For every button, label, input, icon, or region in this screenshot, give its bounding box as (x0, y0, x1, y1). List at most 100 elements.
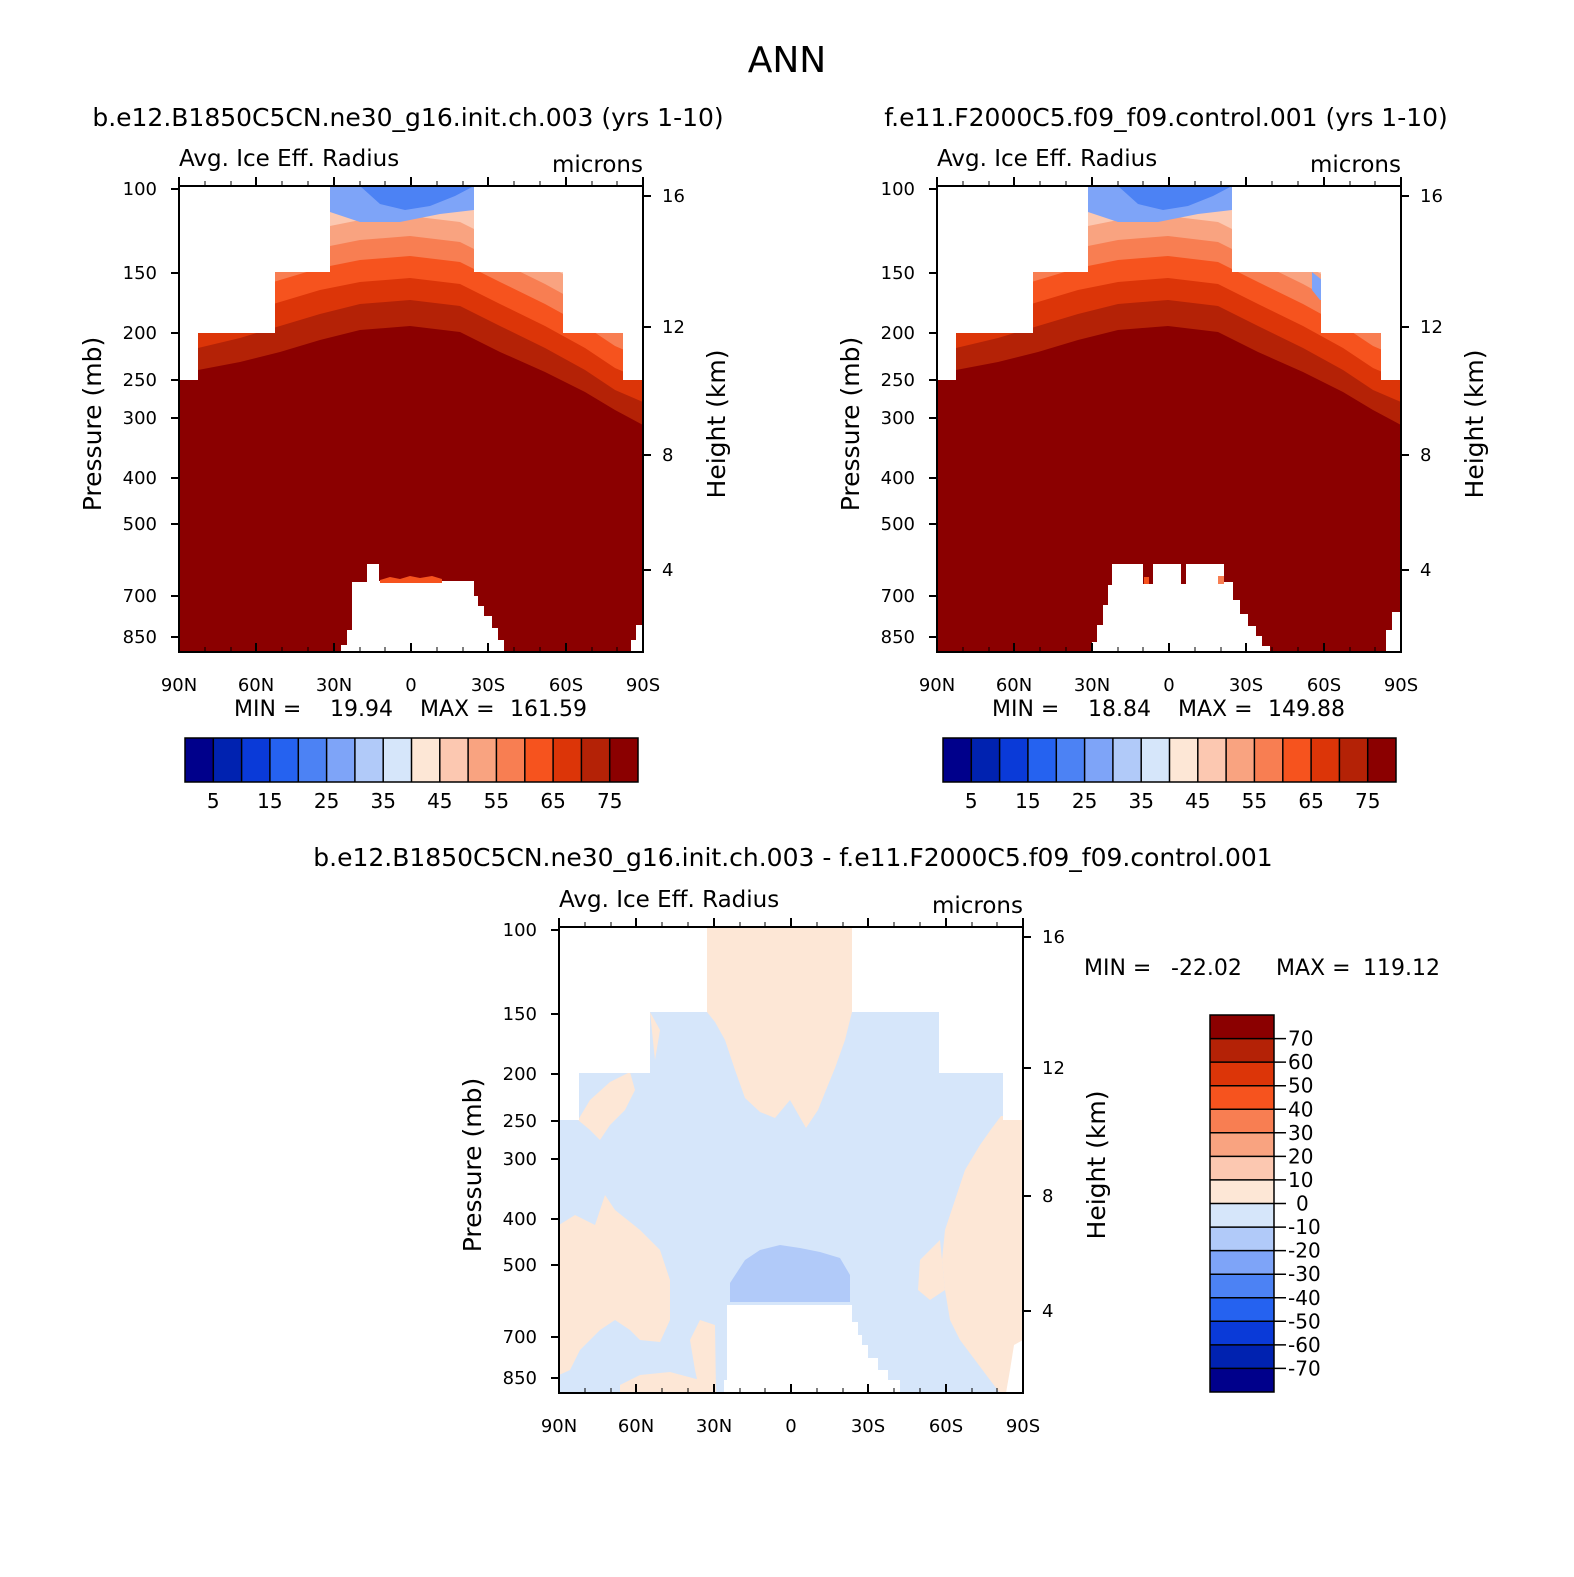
contour-field-right (937, 186, 1401, 652)
y-tick-label: 700 (881, 586, 915, 607)
x-tick-label: 30N (1074, 675, 1110, 696)
height-tick-label: 16 (1420, 186, 1443, 207)
y-tick-label: 850 (123, 627, 157, 648)
colorbar-label: 35 (1128, 789, 1153, 813)
y-tick-label: 200 (503, 1064, 537, 1085)
y-tick-marks-diff (551, 929, 1031, 1379)
colorbar-box (1084, 738, 1113, 782)
height-tick-label: 4 (1042, 1301, 1053, 1322)
x-tick-label: 90S (1006, 1416, 1040, 1437)
colorbar-box (1210, 1156, 1274, 1180)
colorbar-label: 10 (1288, 1168, 1313, 1192)
y-tick-label: 400 (881, 468, 915, 489)
x-tick-label: 30S (851, 1416, 885, 1437)
y-tick-label: 200 (881, 323, 915, 344)
height-tick-labels-diff: 16 12 8 4 (1042, 927, 1065, 1322)
panel-right: f.e11.F2000C5.f09_f09.control.001 (yrs 1… (836, 103, 1489, 813)
y-tick-marks-left (171, 188, 651, 638)
plot-frame-diff (551, 918, 1031, 1394)
colorbar-box (1210, 1368, 1274, 1392)
height-tick-label: 16 (1042, 927, 1065, 948)
colorbar-label: 20 (1288, 1144, 1313, 1168)
colorbar-label: 65 (1298, 789, 1323, 813)
x-tick-label: 0 (1163, 675, 1174, 696)
y-axis-label-left: Pressure (mb) (78, 337, 107, 511)
x-tick-label: 0 (785, 1416, 796, 1437)
colorbar-box (1210, 1109, 1274, 1133)
colorbar-label: 75 (1355, 789, 1380, 813)
case-title-left: b.e12.B1850C5CN.ne30_g16.init.ch.003 (yr… (92, 103, 723, 132)
colorbar-label: -70 (1288, 1356, 1321, 1380)
min-max-right: MIN = 18.84 MAX = 149.88 (992, 697, 1345, 722)
colorbar-label: -40 (1288, 1286, 1321, 1310)
colorbar-label: 60 (1288, 1050, 1313, 1074)
x-minor-tick-marks-diff (584, 922, 998, 1393)
colorbar-box (1254, 738, 1283, 782)
colorbar-box (1141, 738, 1170, 782)
colorbar-label: -20 (1288, 1239, 1321, 1263)
y-tick-label: 700 (503, 1327, 537, 1348)
variable-label-right: Avg. Ice Eff. Radius (937, 146, 1157, 172)
colorbar-box (439, 738, 469, 782)
y-tick-label: 150 (123, 263, 157, 284)
colorbar-label: 55 (484, 789, 509, 813)
colorbar-label: -60 (1288, 1333, 1321, 1357)
x-tick-label: 90S (626, 675, 660, 696)
colorbar-label: -30 (1288, 1262, 1321, 1286)
case-title-right: f.e11.F2000C5.f09_f09.control.001 (yrs 1… (884, 103, 1448, 132)
colorbar-label: 25 (314, 789, 339, 813)
units-label-left: microns (552, 152, 643, 178)
colorbar-box (1210, 1203, 1274, 1228)
min-value: 19.94 (330, 697, 393, 722)
plot-frame-left (171, 177, 651, 653)
min-label: MIN = (992, 697, 1059, 722)
x-tick-label: 60S (1307, 675, 1341, 696)
y-axis-label-right: Pressure (mb) (836, 337, 865, 511)
x-tick-label: 60S (929, 1416, 963, 1437)
x-tick-labels-left: 90N 60N 30N 0 30S 60S 90S (161, 675, 660, 696)
x-tick-label: 30S (1229, 675, 1263, 696)
x-tick-label: 30N (696, 1416, 732, 1437)
colorbar-label: 15 (1015, 789, 1040, 813)
colorbar-box (1210, 1062, 1274, 1086)
x-tick-label: 60N (618, 1416, 654, 1437)
y-tick-label: 250 (123, 370, 157, 391)
colorbar-box (468, 738, 497, 782)
colorbar-label: 65 (540, 789, 565, 813)
x-minor-tick-marks-right (962, 181, 1376, 652)
y-tick-label: 250 (503, 1111, 537, 1132)
colorbar-box (1210, 1085, 1274, 1110)
height-tick-label: 8 (1420, 445, 1431, 466)
x-tick-label: 60N (996, 675, 1032, 696)
y-tick-label: 500 (503, 1255, 537, 1276)
colorbar-label: 40 (1288, 1097, 1313, 1121)
colorbar-box (1210, 1038, 1274, 1063)
x-tick-marks-right (936, 177, 1402, 652)
height-tick-label: 4 (1420, 560, 1431, 581)
height-tick-labels-right: 16 12 8 4 (1420, 186, 1443, 581)
colorbar-box (1339, 738, 1368, 782)
colorbar-box (1210, 1015, 1274, 1039)
panel-diff: b.e12.B1850C5CN.ne30_g16.init.ch.003 - f… (313, 843, 1440, 1437)
colorbar-box (1056, 738, 1085, 782)
min-max-diff: MIN = -22.02 MAX = 119.12 (1084, 956, 1440, 981)
y-tick-label: 850 (881, 627, 915, 648)
y2-axis-label-diff: Height (km) (1082, 1091, 1111, 1240)
height-tick-label: 8 (662, 445, 673, 466)
max-label: MAX = (1178, 697, 1253, 722)
x-tick-label: 60S (549, 675, 583, 696)
y-tick-label: 400 (503, 1209, 537, 1230)
x-minor-tick-marks-left (204, 181, 618, 652)
max-label: MAX = (1276, 956, 1351, 981)
colorbar-box (1282, 738, 1312, 782)
variable-label-left: Avg. Ice Eff. Radius (179, 146, 399, 172)
colorbar-box (1210, 1274, 1274, 1298)
y-tick-label: 150 (503, 1004, 537, 1025)
x-tick-label: 90N (161, 675, 197, 696)
colorbar-box (298, 738, 327, 782)
x-tick-marks-left (178, 177, 644, 652)
colorbar-box (999, 738, 1028, 782)
colorbar-box (1210, 1227, 1274, 1251)
x-tick-label: 60N (238, 675, 274, 696)
y-tick-label: 100 (503, 920, 537, 941)
